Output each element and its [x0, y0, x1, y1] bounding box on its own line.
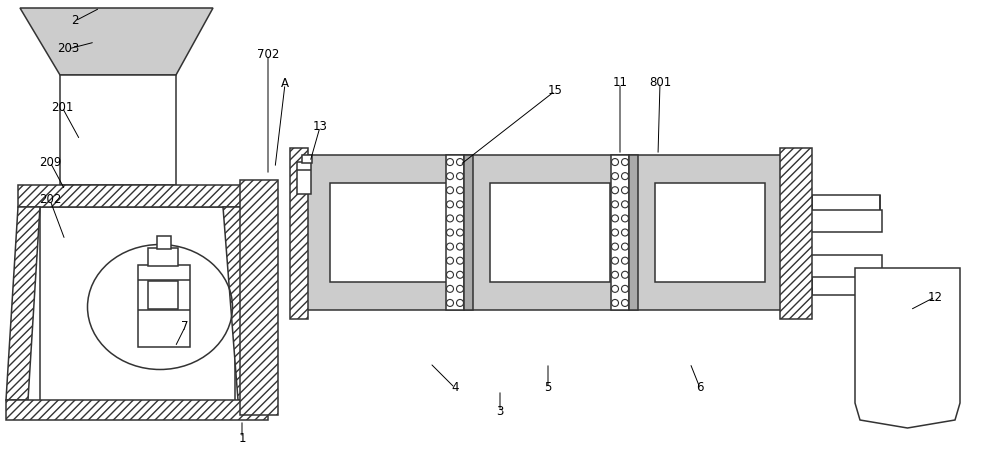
Polygon shape [6, 207, 40, 400]
Bar [629, 155, 638, 310]
Bar [157, 236, 171, 249]
Bar [148, 281, 178, 309]
Text: 2: 2 [71, 14, 79, 27]
Text: 1: 1 [238, 432, 246, 445]
Bar [40, 207, 235, 402]
Bar [810, 210, 882, 232]
Bar [464, 155, 473, 310]
Bar [6, 400, 268, 420]
Text: 201: 201 [51, 101, 73, 114]
Bar [780, 148, 812, 319]
Text: 202: 202 [39, 193, 61, 206]
Bar [18, 185, 263, 207]
Bar [240, 180, 278, 415]
Text: 6: 6 [696, 381, 704, 394]
Bar [446, 155, 464, 310]
Text: 7: 7 [181, 320, 189, 333]
Bar [148, 248, 178, 266]
Text: 15: 15 [548, 84, 562, 97]
Bar [810, 255, 882, 277]
Bar [138, 265, 190, 347]
Polygon shape [855, 268, 960, 428]
Bar [490, 183, 610, 282]
Polygon shape [20, 8, 213, 75]
Text: 5: 5 [544, 381, 552, 394]
Bar [655, 183, 765, 282]
Bar [330, 183, 448, 282]
Text: 13: 13 [313, 120, 327, 133]
Bar [290, 148, 308, 319]
Bar [611, 155, 629, 310]
Text: 12: 12 [928, 291, 942, 304]
Text: A: A [281, 77, 289, 90]
Text: 801: 801 [649, 76, 671, 89]
Bar [812, 265, 880, 295]
Bar [302, 155, 312, 163]
Text: 209: 209 [39, 156, 61, 169]
Bar [305, 155, 785, 310]
Bar [812, 195, 880, 225]
Polygon shape [60, 75, 176, 185]
Text: 3: 3 [496, 404, 504, 418]
Text: 4: 4 [451, 381, 459, 394]
Polygon shape [223, 207, 260, 400]
Text: 11: 11 [612, 76, 628, 89]
Text: 203: 203 [57, 42, 79, 55]
Text: 702: 702 [257, 48, 279, 62]
Bar [297, 162, 311, 194]
